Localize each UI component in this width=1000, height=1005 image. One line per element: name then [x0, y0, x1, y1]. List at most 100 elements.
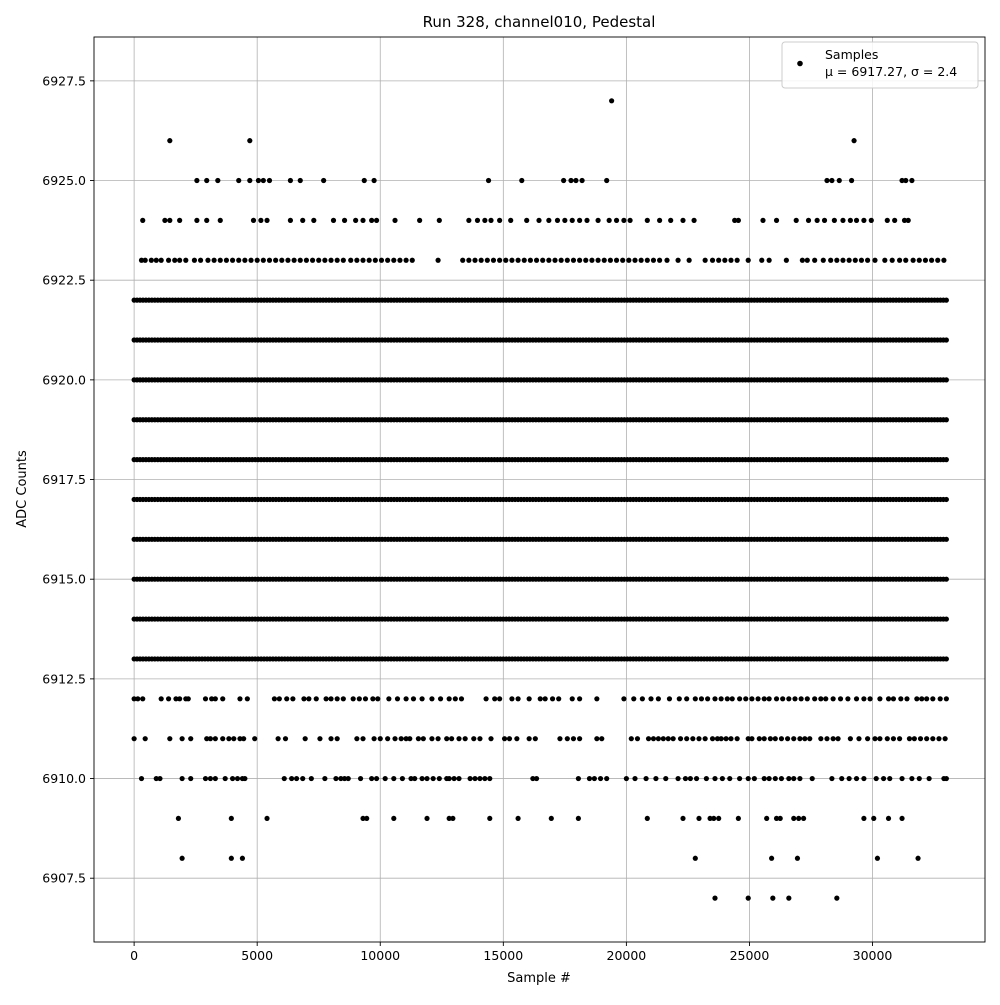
- data-point: [595, 217, 601, 223]
- data-point: [936, 736, 942, 742]
- data-point: [943, 775, 949, 782]
- data-point: [845, 696, 851, 702]
- data-point: [436, 775, 442, 782]
- data-point: [924, 696, 930, 702]
- data-point: [824, 736, 830, 742]
- data-point: [237, 696, 243, 702]
- data-point: [220, 696, 226, 702]
- data-point: [191, 257, 198, 263]
- data-point: [403, 736, 409, 742]
- x-tick-label: 20000: [607, 948, 647, 963]
- data-point: [712, 696, 718, 702]
- data-point: [399, 775, 405, 782]
- data-point: [177, 257, 183, 263]
- data-point: [899, 775, 905, 782]
- data-point: [922, 257, 929, 263]
- legend-series-name: Samples: [825, 47, 878, 62]
- data-point: [835, 736, 841, 742]
- data-point: [542, 696, 548, 702]
- data-point: [226, 736, 232, 742]
- data-point: [373, 775, 380, 782]
- data-point: [177, 217, 183, 223]
- y-tick-label: 6927.5: [42, 73, 86, 88]
- data-point: [308, 775, 314, 782]
- data-point: [360, 257, 366, 263]
- data-point: [303, 257, 310, 263]
- data-point: [153, 257, 159, 263]
- data-point: [460, 257, 466, 263]
- data-point: [311, 217, 317, 223]
- data-point: [552, 257, 558, 263]
- data-point: [613, 217, 620, 223]
- data-point: [796, 815, 802, 822]
- data-point: [204, 736, 210, 742]
- data-point: [794, 855, 801, 861]
- data-point: [242, 775, 248, 782]
- data-point: [435, 257, 441, 263]
- data-point: [361, 177, 367, 184]
- data-point: [391, 775, 397, 782]
- data-point: [735, 815, 741, 822]
- data-point: [474, 217, 481, 223]
- data-point: [853, 775, 860, 782]
- data-point: [595, 257, 601, 263]
- data-point: [889, 257, 895, 263]
- data-point: [356, 696, 362, 702]
- data-point: [222, 775, 228, 782]
- data-point: [778, 736, 785, 742]
- data-point: [266, 257, 273, 263]
- data-point: [228, 815, 234, 822]
- data-point: [714, 736, 721, 742]
- data-point: [449, 736, 455, 742]
- data-point: [745, 895, 751, 901]
- data-point: [223, 257, 230, 263]
- data-point: [341, 217, 348, 223]
- data-point: [829, 775, 835, 782]
- data-point: [391, 257, 397, 263]
- data-point: [853, 217, 860, 223]
- data-point: [467, 775, 473, 782]
- data-point: [420, 736, 426, 742]
- data-point: [451, 775, 457, 782]
- data-point: [456, 775, 462, 782]
- data-point: [568, 177, 574, 184]
- data-point: [202, 696, 209, 702]
- data-point: [408, 775, 414, 782]
- data-point: [632, 775, 638, 782]
- data-point: [696, 736, 702, 742]
- data-point: [797, 736, 803, 742]
- data-point: [252, 736, 258, 742]
- data-point: [179, 736, 185, 742]
- data-point: [533, 257, 540, 263]
- data-point: [943, 696, 949, 702]
- data-point: [846, 257, 852, 263]
- data-point: [485, 177, 492, 184]
- data-point: [707, 815, 713, 822]
- data-point: [759, 257, 765, 263]
- data-point: [519, 177, 525, 184]
- data-point: [207, 775, 214, 782]
- data-point: [877, 696, 883, 702]
- data-point: [919, 696, 925, 702]
- data-point: [745, 775, 751, 782]
- data-point: [849, 177, 855, 184]
- data-point: [769, 855, 775, 861]
- data-point: [828, 257, 834, 263]
- data-point: [655, 736, 661, 742]
- axis-ticks: 0 5000 10000 15000 20000 25000 30000 6907.5 6910…: [42, 73, 892, 963]
- data-point: [509, 257, 515, 263]
- data-point: [871, 815, 877, 822]
- data-point: [764, 815, 770, 822]
- data-point: [648, 696, 654, 702]
- data-point: [877, 736, 883, 742]
- data-point: [258, 217, 264, 223]
- data-point: [943, 536, 949, 542]
- data-point: [609, 98, 615, 104]
- data-point: [943, 377, 949, 383]
- data-point: [167, 217, 173, 223]
- data-point: [247, 177, 253, 184]
- data-point: [271, 696, 278, 702]
- data-point: [179, 775, 185, 782]
- data-point: [403, 257, 409, 263]
- data-point: [777, 815, 783, 822]
